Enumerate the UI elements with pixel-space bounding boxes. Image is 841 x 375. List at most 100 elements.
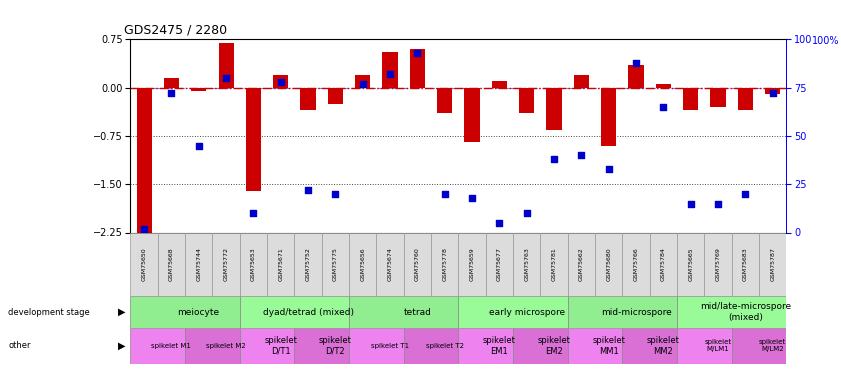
Bar (492, 81, 507, 88)
Text: GSM75778: GSM75778 (442, 248, 447, 281)
Text: GSM75668: GSM75668 (169, 248, 174, 281)
Point (574, 152, 588, 158)
Text: spikelet
M/LM1: spikelet M/LM1 (705, 339, 732, 352)
Bar (738, 88, 753, 110)
Bar (219, 43, 234, 88)
Text: GSM75653: GSM75653 (251, 248, 256, 281)
Bar (240, 328, 294, 364)
Bar (294, 328, 349, 364)
Text: GSM75769: GSM75769 (716, 248, 721, 281)
Bar (458, 296, 568, 328)
Point (520, 210, 533, 216)
Bar (704, 232, 732, 296)
Bar (240, 232, 267, 296)
Text: spikelet
EM1: spikelet EM1 (483, 336, 516, 356)
Text: GSM75674: GSM75674 (388, 248, 393, 281)
Point (301, 187, 315, 193)
Bar (240, 296, 349, 328)
Text: early microspore: early microspore (489, 308, 565, 316)
Text: spikelet
M/LM2: spikelet M/LM2 (759, 339, 786, 352)
Bar (246, 88, 261, 190)
Point (192, 142, 205, 148)
Bar (601, 88, 616, 146)
Text: mid-microspore: mid-microspore (600, 308, 671, 316)
Bar (649, 232, 677, 296)
Point (602, 166, 616, 172)
Text: GSM75763: GSM75763 (524, 248, 529, 281)
Y-axis label: 100%: 100% (812, 36, 839, 45)
Text: GSM75752: GSM75752 (305, 248, 310, 281)
Text: spikelet M1: spikelet M1 (151, 343, 191, 349)
Bar (622, 232, 649, 296)
Text: spikelet T2: spikelet T2 (426, 343, 463, 349)
Bar (683, 88, 698, 110)
Point (711, 201, 725, 207)
Text: spikelet
D/T2: spikelet D/T2 (319, 336, 352, 356)
Bar (328, 88, 343, 104)
Text: tetrad: tetrad (404, 308, 431, 316)
Text: spikelet M2: spikelet M2 (206, 343, 246, 349)
Bar (410, 49, 425, 88)
Point (383, 71, 397, 77)
Point (547, 156, 561, 162)
Point (438, 191, 452, 197)
Point (165, 90, 178, 96)
Bar (130, 296, 240, 328)
Bar (321, 232, 349, 296)
Bar (191, 88, 206, 91)
Text: GSM75775: GSM75775 (333, 248, 338, 281)
Point (356, 81, 369, 87)
Text: GSM75656: GSM75656 (360, 248, 365, 281)
Bar (732, 328, 786, 364)
Text: GSM75677: GSM75677 (497, 248, 502, 281)
Text: development stage: development stage (8, 308, 90, 316)
Text: other: other (8, 341, 31, 350)
Bar (130, 328, 185, 364)
Bar (267, 232, 294, 296)
Bar (622, 328, 677, 364)
Text: GSM75772: GSM75772 (224, 248, 229, 281)
Point (137, 226, 151, 232)
Text: GSM75760: GSM75760 (415, 248, 420, 281)
Bar (486, 232, 513, 296)
Bar (656, 84, 671, 88)
Text: ▶: ▶ (119, 307, 125, 317)
Point (465, 195, 479, 201)
Text: GSM75781: GSM75781 (552, 248, 557, 281)
Text: GSM75680: GSM75680 (606, 248, 611, 281)
Text: spikelet
EM2: spikelet EM2 (537, 336, 570, 356)
Bar (732, 232, 759, 296)
Point (220, 75, 233, 81)
Point (766, 90, 780, 96)
Point (274, 79, 288, 85)
Text: spikelet
MM2: spikelet MM2 (647, 336, 680, 356)
Text: GSM75683: GSM75683 (743, 248, 748, 281)
Bar (574, 75, 589, 88)
Bar (547, 88, 562, 129)
Bar (513, 328, 568, 364)
Bar (431, 232, 458, 296)
Text: mid/late-microspore
(mixed): mid/late-microspore (mixed) (700, 303, 791, 322)
Point (329, 191, 342, 197)
Text: GSM75650: GSM75650 (141, 248, 146, 281)
Text: dyad/tetrad (mixed): dyad/tetrad (mixed) (262, 308, 353, 316)
Text: spikelet
MM1: spikelet MM1 (592, 336, 625, 356)
Bar (677, 296, 786, 328)
Bar (349, 232, 376, 296)
Point (629, 60, 643, 66)
Point (738, 191, 752, 197)
Text: meiocyte: meiocyte (177, 308, 220, 316)
Bar (136, 88, 151, 232)
Bar (458, 328, 513, 364)
Point (493, 220, 506, 226)
Bar (349, 296, 458, 328)
Point (410, 50, 424, 56)
Bar (677, 328, 732, 364)
Text: GDS2475 / 2280: GDS2475 / 2280 (124, 24, 227, 37)
Text: GSM75784: GSM75784 (661, 248, 666, 281)
Text: spikelet
D/T1: spikelet D/T1 (264, 336, 297, 356)
Bar (212, 232, 240, 296)
Bar (349, 328, 404, 364)
Bar (376, 232, 404, 296)
Bar (568, 328, 622, 364)
